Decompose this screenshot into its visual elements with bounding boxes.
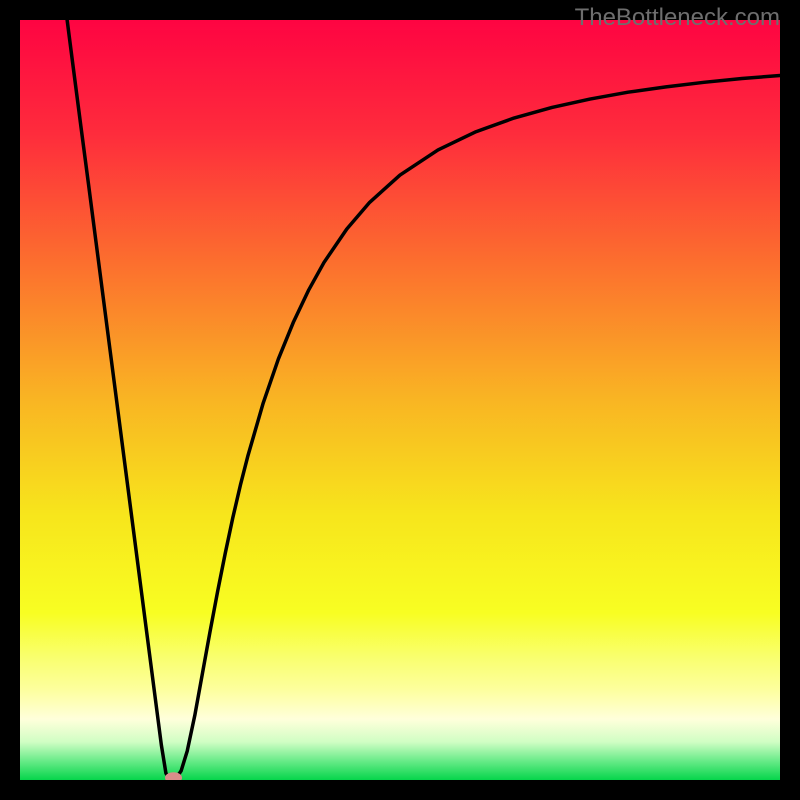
- chart-svg: [0, 0, 800, 800]
- bottleneck-chart: TheBottleneck.com: [0, 0, 800, 800]
- watermark-text: TheBottleneck.com: [575, 4, 780, 32]
- plot-background: [20, 20, 780, 780]
